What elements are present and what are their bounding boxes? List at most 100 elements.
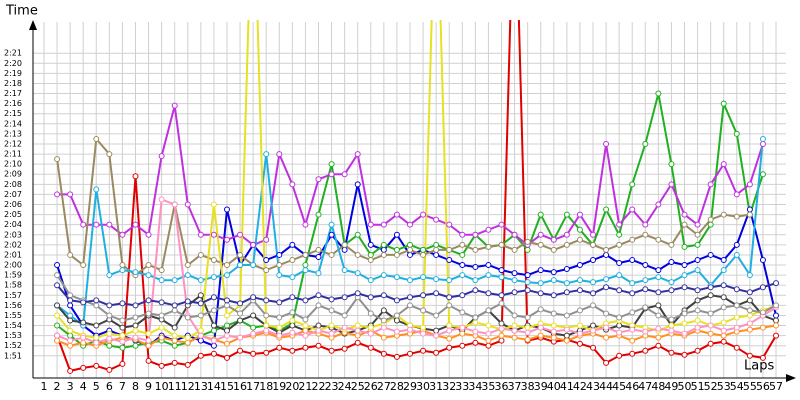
- data-point: [720, 256, 727, 263]
- data-point: [302, 262, 309, 269]
- data-point: [276, 324, 283, 331]
- data-point: [132, 334, 139, 341]
- data-point: [616, 260, 623, 267]
- data-point: [576, 340, 583, 347]
- data-point: [459, 330, 466, 337]
- x-tick-label: 26: [364, 380, 378, 393]
- data-point: [472, 246, 479, 253]
- data-point: [237, 231, 244, 238]
- data-point: [132, 173, 139, 180]
- data-point: [446, 277, 453, 284]
- data-point: [145, 357, 152, 364]
- data-point: [93, 221, 100, 228]
- x-tick-label: 51: [691, 380, 705, 393]
- data-point: [354, 290, 361, 297]
- data-point: [171, 359, 178, 366]
- data-point: [210, 274, 217, 281]
- x-tick-label: 31: [429, 380, 443, 393]
- data-point: [642, 277, 649, 284]
- data-point: [616, 329, 623, 336]
- x-tick-label: 6: [106, 380, 113, 393]
- y-tick-label: 1:58: [4, 281, 22, 290]
- x-tick-label: 20: [285, 380, 299, 393]
- data-point: [302, 267, 309, 274]
- data-point: [498, 325, 505, 332]
- data-point: [302, 344, 309, 351]
- data-point: [406, 251, 413, 258]
- data-point: [223, 206, 230, 213]
- data-point: [616, 314, 623, 321]
- data-point: [642, 140, 649, 147]
- y-axis-title: Time: [5, 4, 38, 19]
- series-line: [56, 20, 777, 339]
- data-point: [642, 304, 649, 311]
- data-point: [289, 347, 296, 354]
- data-point: [184, 201, 191, 208]
- data-point: [250, 330, 257, 337]
- data-point: [459, 309, 466, 316]
- data-point: [590, 231, 597, 238]
- data-point: [759, 140, 766, 147]
- data-point: [302, 322, 309, 329]
- data-point: [210, 256, 217, 263]
- data-point: [341, 324, 348, 331]
- data-point: [773, 280, 780, 287]
- data-point: [563, 241, 570, 248]
- data-point: [354, 322, 361, 329]
- data-point: [80, 339, 87, 346]
- data-point: [223, 327, 230, 334]
- data-point: [629, 337, 636, 344]
- data-point: [315, 176, 322, 183]
- data-point: [707, 292, 714, 299]
- data-point: [367, 310, 374, 317]
- data-point: [171, 201, 178, 208]
- x-tick-label: 18: [259, 380, 273, 393]
- data-point: [237, 262, 244, 269]
- data-point: [433, 312, 440, 319]
- data-point: [668, 322, 675, 329]
- data-point: [694, 256, 701, 263]
- data-point: [54, 302, 61, 309]
- data-point: [629, 309, 636, 316]
- data-point: [367, 221, 374, 228]
- data-point: [380, 307, 387, 314]
- data-point: [498, 292, 505, 299]
- data-point: [210, 350, 217, 357]
- data-point: [472, 339, 479, 346]
- x-tick-label: 52: [704, 380, 718, 393]
- data-point: [576, 211, 583, 218]
- data-point: [433, 290, 440, 297]
- x-tick-label: 19: [272, 380, 286, 393]
- data-point: [106, 366, 113, 373]
- data-point: [420, 330, 427, 337]
- data-point: [302, 316, 309, 323]
- data-point: [524, 279, 531, 286]
- data-point: [328, 347, 335, 354]
- data-point: [393, 274, 400, 281]
- data-point: [223, 332, 230, 339]
- data-point: [197, 251, 204, 258]
- data-point: [197, 332, 204, 339]
- data-point: [511, 312, 518, 319]
- y-tick-label: 2:14: [4, 119, 22, 128]
- x-tick-label: 50: [678, 380, 692, 393]
- data-point: [524, 329, 531, 336]
- data-point: [746, 206, 753, 213]
- x-tick-label: 10: [155, 380, 169, 393]
- data-point: [80, 319, 87, 326]
- data-point: [524, 314, 531, 321]
- data-point: [550, 292, 557, 299]
- x-tick-label: 15: [220, 380, 234, 393]
- data-point: [354, 181, 361, 188]
- data-point: [563, 231, 570, 238]
- data-point: [655, 302, 662, 309]
- data-point: [668, 287, 675, 294]
- data-point: [223, 312, 230, 319]
- data-point: [210, 342, 217, 349]
- data-point: [276, 251, 283, 258]
- data-point: [707, 310, 714, 317]
- data-point: [446, 302, 453, 309]
- data-point: [537, 306, 544, 313]
- data-point: [446, 327, 453, 334]
- data-point: [197, 352, 204, 359]
